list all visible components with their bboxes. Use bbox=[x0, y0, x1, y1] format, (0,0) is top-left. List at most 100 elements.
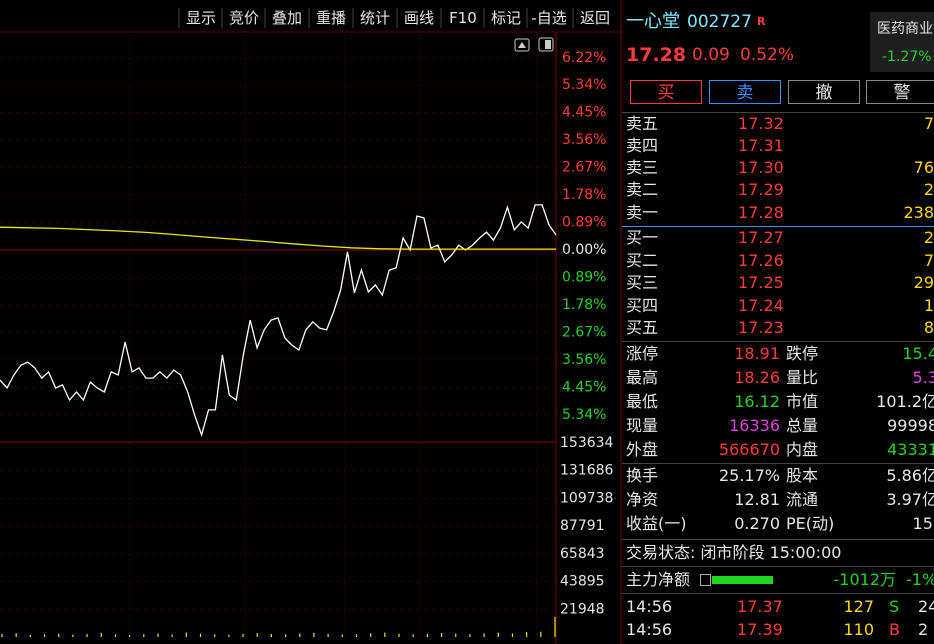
volume-bar bbox=[426, 633, 428, 637]
volume-bar bbox=[143, 634, 145, 637]
tick-count: 24 bbox=[918, 597, 934, 616]
y-tick-label: 0.89% bbox=[562, 215, 606, 231]
tick-volume: 127 bbox=[843, 597, 874, 616]
finance-value: 5.86亿 bbox=[886, 466, 934, 485]
stat-label: 涨停 bbox=[626, 344, 659, 363]
volume-bar bbox=[497, 632, 499, 637]
book-volume: 8 bbox=[923, 318, 934, 337]
toolbar-button[interactable]: 返回 bbox=[579, 9, 610, 27]
toolbar-button[interactable]: 统计 bbox=[359, 9, 390, 27]
finance-label: 收益(一) bbox=[626, 514, 687, 533]
toolbar-button[interactable]: 显示 bbox=[185, 9, 216, 27]
volume-tick-label: 43895 bbox=[560, 574, 605, 590]
y-tick-label: 3.56% bbox=[562, 352, 606, 368]
book-price: 17.28 bbox=[738, 203, 784, 222]
tick-volume: 110 bbox=[843, 620, 874, 639]
book-level: 买四 bbox=[626, 296, 659, 315]
volume-bar bbox=[157, 633, 159, 637]
stat-value: 16336 bbox=[729, 416, 780, 435]
volume-bar bbox=[526, 632, 528, 637]
volume-bar bbox=[171, 634, 173, 637]
sector-box[interactable] bbox=[870, 12, 934, 72]
y-tick-label: 6.22% bbox=[562, 50, 606, 66]
sector-change: -1.27% bbox=[882, 49, 932, 65]
trade-button[interactable]: 警 bbox=[866, 80, 934, 104]
trade-button[interactable]: 卖 bbox=[709, 80, 781, 104]
bid-ask-divider bbox=[622, 226, 934, 227]
volume-bar bbox=[29, 634, 31, 637]
volume-bar bbox=[86, 633, 88, 637]
stat-value: 18.91 bbox=[734, 344, 780, 363]
finance-label: 净资 bbox=[626, 490, 659, 509]
book-level: 买五 bbox=[626, 318, 659, 337]
main-flow-value: -1012万 bbox=[833, 570, 897, 589]
trade-button[interactable]: 买 bbox=[630, 80, 702, 104]
book-level: 买二 bbox=[626, 251, 659, 270]
tick-time: 14:56 bbox=[626, 620, 673, 639]
panel-icon[interactable] bbox=[538, 37, 554, 52]
book-price: 17.24 bbox=[738, 296, 784, 315]
finance-label: 换手 bbox=[626, 466, 659, 485]
y-tick-label: 5.34% bbox=[562, 407, 606, 423]
price-change: 0.09 bbox=[692, 45, 730, 65]
volume-bar bbox=[299, 633, 301, 637]
volume-bar bbox=[228, 634, 230, 637]
stat-label: 内盘 bbox=[786, 440, 819, 459]
book-price: 17.31 bbox=[738, 136, 784, 155]
volume-bar bbox=[327, 633, 329, 637]
volume-bar bbox=[284, 634, 287, 637]
volume-bar bbox=[242, 633, 244, 637]
stat-label: 最高 bbox=[626, 368, 659, 387]
toolbar-button[interactable]: 画线 bbox=[403, 9, 434, 27]
book-level: 买一 bbox=[626, 228, 659, 247]
finance-value: 15. bbox=[912, 514, 934, 533]
toolbar-button[interactable]: 叠加 bbox=[271, 9, 302, 27]
stat-value: 18.26 bbox=[734, 368, 780, 387]
volume-bar bbox=[256, 633, 258, 637]
stat-label: 总量 bbox=[786, 416, 819, 435]
y-tick-label: 4.45% bbox=[562, 379, 606, 395]
volume-tick-label: 65843 bbox=[560, 546, 605, 562]
book-price: 17.29 bbox=[738, 180, 784, 199]
main-flow-pct: -1% bbox=[906, 570, 934, 589]
book-volume: 29 bbox=[913, 273, 934, 292]
toolbar-button[interactable]: F10 bbox=[449, 9, 477, 27]
volume-bar bbox=[72, 634, 74, 637]
toolbar-button[interactable]: 重播 bbox=[315, 9, 346, 27]
volume-bar bbox=[1, 633, 3, 637]
finance-label: 股本 bbox=[786, 466, 819, 485]
volume-bar bbox=[455, 633, 457, 637]
toolbar-button[interactable]: -自选 bbox=[531, 9, 567, 27]
volume-tick-label: 21948 bbox=[560, 601, 605, 617]
book-price: 17.32 bbox=[738, 114, 784, 133]
tick-price: 17.37 bbox=[737, 597, 783, 616]
tick-time: 14:56 bbox=[626, 597, 673, 616]
volume-bar bbox=[540, 631, 542, 637]
y-tick-label: 0.89% bbox=[562, 269, 606, 285]
book-level: 卖三 bbox=[626, 158, 659, 177]
book-price: 17.26 bbox=[738, 251, 784, 270]
toolbar-button[interactable]: 标记 bbox=[490, 9, 521, 27]
finance-value: 0.270 bbox=[734, 514, 780, 533]
intraday-chart: 6.22% 5.34% 4.45% 3.56% 2.67% 1.78% 0.89% 0.00%… bbox=[0, 0, 622, 644]
volume-bar bbox=[412, 634, 414, 637]
main-flow-label: 主力净额 bbox=[626, 570, 691, 589]
trade-button[interactable]: 撤 bbox=[788, 80, 860, 104]
y-tick-label: 4.45% bbox=[562, 105, 606, 121]
book-price: 17.30 bbox=[738, 158, 784, 177]
volume-tick-label: 131686 bbox=[560, 463, 614, 479]
book-volume: 2 bbox=[923, 228, 934, 247]
scroll-up-icon[interactable] bbox=[514, 38, 530, 52]
book-level: 卖一 bbox=[626, 203, 659, 222]
book-volume: 7 bbox=[923, 251, 934, 270]
stat-value: 566670 bbox=[718, 440, 780, 459]
flow-icon[interactable] bbox=[700, 574, 711, 586]
tick-side: B bbox=[889, 620, 900, 639]
volume-bar bbox=[398, 633, 400, 637]
toolbar-button[interactable]: 竞价 bbox=[228, 9, 259, 27]
volume-bar bbox=[114, 634, 117, 637]
volume-tick-label: 87791 bbox=[560, 518, 605, 534]
stat-value: 99998 bbox=[887, 416, 934, 435]
volume-bar bbox=[15, 633, 17, 637]
